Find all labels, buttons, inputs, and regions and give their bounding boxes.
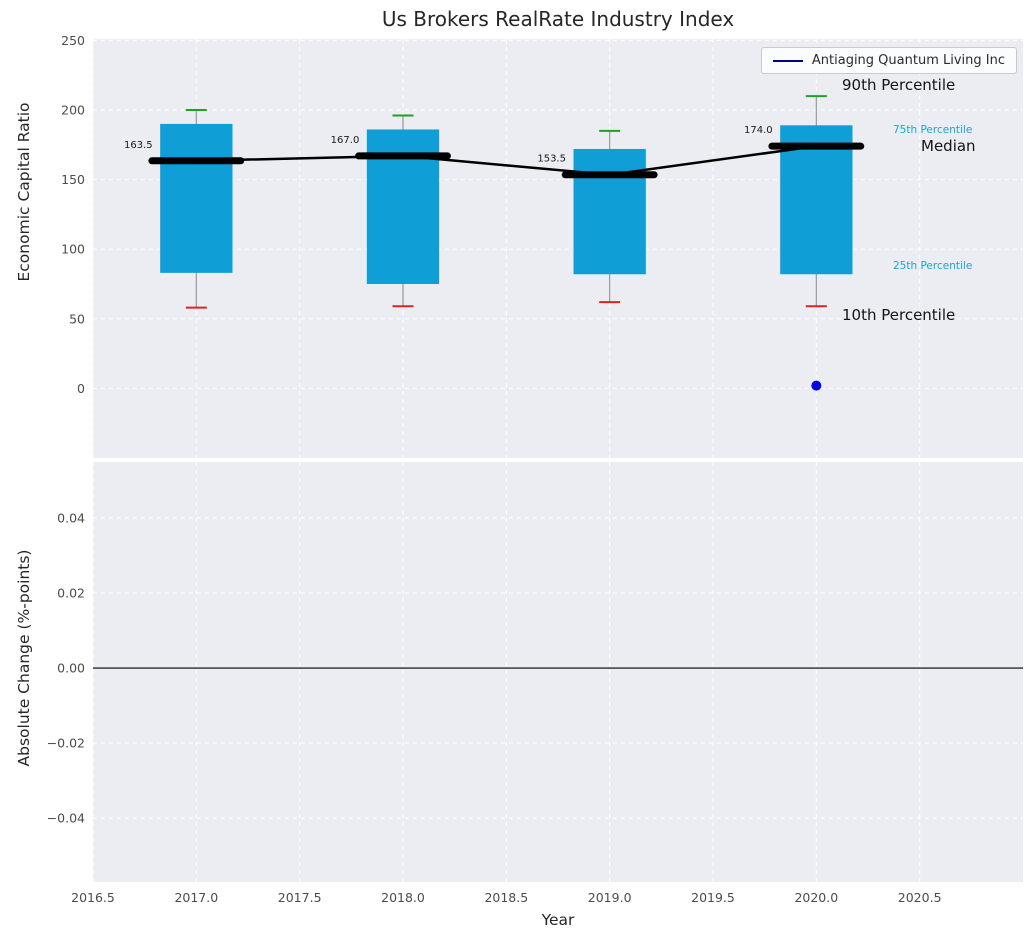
chart-title: Us Brokers RealRate Industry Index bbox=[381, 7, 735, 31]
y-axis-label-bottom: Absolute Change (%-points) bbox=[15, 549, 33, 767]
y-tick-label-top: 0 bbox=[77, 381, 85, 396]
median-value-label: 167.0 bbox=[331, 135, 360, 146]
y-tick-label-top: 100 bbox=[61, 242, 85, 257]
y-tick-label-top: 150 bbox=[61, 172, 85, 187]
x-axis-label: Year bbox=[541, 911, 575, 929]
bottom-plot-area bbox=[93, 462, 1023, 882]
annotation-25th-percentile: 25th Percentile bbox=[893, 260, 973, 272]
iqr-box bbox=[573, 148, 646, 275]
company-point bbox=[811, 380, 822, 391]
x-tick-label: 2020.0 bbox=[794, 890, 838, 905]
y-tick-label-bottom: −0.02 bbox=[47, 736, 85, 751]
annotation-90th-percentile: 90th Percentile bbox=[842, 76, 956, 94]
median-trend-line bbox=[196, 144, 817, 176]
x-tick-label: 2018.5 bbox=[484, 890, 528, 905]
y-axis-label-top: Economic Capital Ratio bbox=[15, 102, 33, 282]
annotation-75th-percentile: 75th Percentile bbox=[893, 124, 973, 136]
y-tick-label-bottom: 0.00 bbox=[57, 661, 85, 676]
x-tick-label: 2017.5 bbox=[278, 890, 322, 905]
y-tick-label-bottom: −0.04 bbox=[47, 811, 85, 826]
y-tick-label-top: 200 bbox=[61, 102, 85, 117]
legend: Antiaging Quantum Living Inc bbox=[760, 47, 1017, 74]
y-tick-label-top: 250 bbox=[61, 33, 85, 48]
median-value-label: 153.5 bbox=[537, 154, 566, 165]
iqr-box bbox=[160, 123, 233, 273]
x-tick-label: 2017.0 bbox=[174, 890, 218, 905]
median-value-label: 163.5 bbox=[124, 140, 153, 151]
x-tick-label: 2018.0 bbox=[381, 890, 425, 905]
y-tick-label-bottom: 0.02 bbox=[57, 585, 85, 600]
annotation-10th-percentile: 10th Percentile bbox=[842, 306, 956, 324]
x-tick-label: 2019.5 bbox=[691, 890, 735, 905]
y-tick-label-bottom: 0.04 bbox=[57, 510, 85, 525]
x-tick-label: 2020.5 bbox=[898, 890, 942, 905]
x-tick-label: 2016.5 bbox=[71, 890, 115, 905]
y-tick-label-top: 50 bbox=[69, 311, 85, 326]
median-value-label: 174.0 bbox=[744, 125, 773, 136]
annotation-median: Median bbox=[921, 137, 976, 155]
legend-label: Antiaging Quantum Living Inc bbox=[811, 53, 1005, 68]
x-tick-label: 2019.0 bbox=[588, 890, 632, 905]
legend-line-sample bbox=[772, 59, 803, 62]
